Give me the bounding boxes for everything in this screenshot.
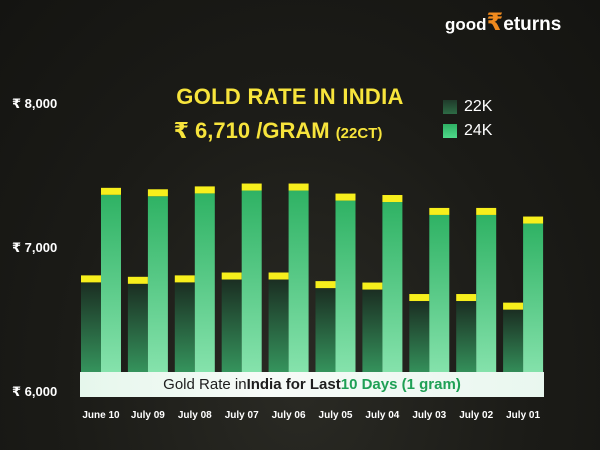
- bar-cap-22k-0: [81, 275, 101, 283]
- bar-cap-22k-9: [503, 302, 524, 310]
- x-tick-label: July 04: [365, 410, 400, 421]
- bar-24k-1: [147, 196, 168, 390]
- legend-item-24k: 24K: [443, 122, 492, 140]
- bar-24k-5: [335, 200, 356, 390]
- y-tick-label: ₹ 6,000: [12, 384, 58, 399]
- bar-24k-2: [194, 193, 215, 390]
- bar-22k-9: [503, 309, 524, 390]
- bar-cap-24k-0: [101, 187, 121, 195]
- bar-24k-4: [288, 190, 309, 390]
- bar-22k-4: [268, 279, 289, 390]
- bar-cap-24k-3: [241, 183, 262, 191]
- legend-label-24k: 24K: [464, 122, 493, 139]
- x-tick-label: July 03: [412, 410, 447, 421]
- bar-cap-24k-7: [429, 207, 450, 215]
- x-tick-label: July 06: [271, 410, 306, 421]
- bar-24k-9: [523, 223, 544, 390]
- logo-rupee: ₹: [486, 9, 504, 36]
- bar-22k-1: [127, 283, 148, 390]
- x-tick-label: June 10: [82, 410, 120, 421]
- bar-cap-24k-6: [382, 195, 403, 203]
- x-tick-label: July 01: [506, 410, 541, 421]
- chart-caption-banner: Gold Rate in India for Last 10 Days (1 g…: [80, 372, 544, 397]
- price-purity: (22CT): [335, 125, 383, 142]
- bar-cap-24k-9: [523, 216, 544, 224]
- bar-22k-7: [409, 301, 430, 390]
- caption-part-1: Gold Rate in: [163, 376, 247, 393]
- bar-cap-22k-3: [221, 272, 242, 280]
- x-tick-label: July 09: [130, 410, 165, 421]
- x-tick-label: July 08: [177, 410, 212, 421]
- legend-swatch-24k: [443, 124, 457, 138]
- bar-cap-24k-4: [288, 183, 309, 191]
- bar-22k-5: [315, 288, 336, 390]
- legend-swatch-22k: [443, 100, 457, 114]
- bar-cap-22k-2: [174, 275, 195, 283]
- y-tick-label: ₹ 7,000: [12, 240, 58, 255]
- bar-22k-0: [81, 282, 101, 390]
- bar-cap-22k-5: [315, 281, 336, 289]
- bar-cap-24k-2: [194, 186, 215, 194]
- bar-24k-6: [382, 202, 403, 390]
- bar-22k-8: [456, 301, 477, 390]
- bar-22k-2: [174, 282, 195, 390]
- bar-cap-22k-8: [456, 294, 477, 302]
- legend-item-22k: 22K: [443, 98, 492, 116]
- price-headline: ₹ 6,710 /GRAM (22CT): [0, 118, 556, 144]
- goodreturns-logo: good₹eturns: [445, 8, 561, 37]
- logo-good: good: [445, 15, 487, 34]
- caption-part-2: India for Last: [246, 376, 341, 393]
- y-tick-label: ₹ 8,000: [12, 96, 58, 111]
- bar-cap-24k-8: [476, 207, 497, 215]
- chart-legend: 22K 24K: [443, 98, 492, 146]
- bar-cap-24k-1: [147, 189, 168, 197]
- x-tick-label: July 02: [459, 410, 494, 421]
- bar-cap-22k-7: [409, 294, 430, 302]
- x-tick-label: July 05: [318, 410, 353, 421]
- bar-24k-3: [241, 190, 262, 390]
- bar-cap-24k-5: [335, 193, 356, 201]
- bar-cap-22k-6: [362, 282, 383, 290]
- logo-eturns: eturns: [503, 14, 562, 35]
- bar-22k-6: [362, 289, 383, 390]
- legend-label-22k: 22K: [464, 98, 493, 115]
- chart-title: GOLD RATE IN INDIA: [176, 84, 404, 109]
- price-value: ₹ 6,710 /GRAM: [173, 118, 330, 143]
- bar-cap-22k-1: [127, 276, 148, 284]
- bar-22k-3: [221, 279, 242, 390]
- bar-24k-0: [101, 194, 121, 390]
- caption-part-3: 10 Days (1 gram): [340, 376, 461, 393]
- bar-24k-7: [429, 214, 450, 390]
- bar-24k-8: [476, 214, 497, 390]
- bar-cap-22k-4: [268, 272, 289, 280]
- x-tick-label: July 07: [224, 410, 259, 421]
